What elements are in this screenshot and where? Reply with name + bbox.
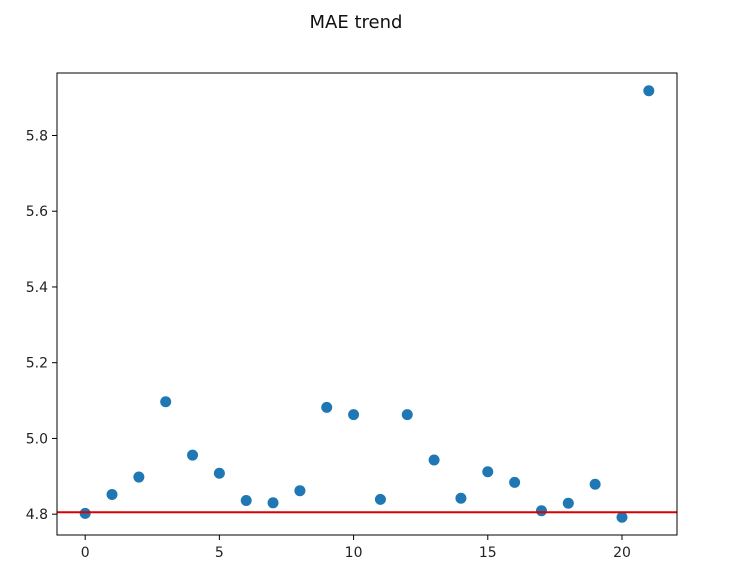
x-tick-label: 15 <box>479 545 497 561</box>
data-point <box>509 476 521 488</box>
data-point <box>374 493 386 505</box>
chart-title: MAE trend <box>310 12 403 33</box>
y-tick-label: 5.2 <box>26 356 48 372</box>
data-point <box>267 497 279 509</box>
y-tick-label: 5.4 <box>26 280 48 296</box>
data-point <box>616 511 628 523</box>
data-point <box>482 466 494 478</box>
x-tick-label: 10 <box>345 545 363 561</box>
data-point <box>455 492 467 504</box>
data-point <box>106 488 118 500</box>
data-point <box>643 85 655 97</box>
data-point <box>348 409 360 421</box>
y-tick-label: 4.8 <box>26 507 48 523</box>
data-point <box>294 485 306 497</box>
data-point <box>321 401 333 413</box>
y-tick-label: 5.0 <box>26 431 48 447</box>
data-point <box>133 471 145 483</box>
data-point <box>589 478 601 490</box>
data-point <box>535 505 547 517</box>
x-tick-label: 20 <box>613 545 631 561</box>
x-tick-label: 0 <box>81 545 90 561</box>
data-point <box>187 449 199 461</box>
data-point <box>160 396 172 408</box>
x-axis-ticks: 0 5 10 15 20 <box>81 535 631 561</box>
data-point <box>401 409 413 421</box>
data-points <box>79 85 655 523</box>
x-tick-label: 5 <box>215 545 224 561</box>
data-point <box>562 497 574 509</box>
data-point <box>240 495 252 507</box>
y-tick-label: 5.8 <box>26 128 48 144</box>
data-point <box>213 467 225 479</box>
data-point <box>79 507 91 519</box>
y-tick-label: 5.6 <box>26 204 48 220</box>
plot-frame <box>56 72 678 536</box>
data-point <box>428 454 440 466</box>
y-axis-ticks: 4.8 5.0 5.2 5.4 5.6 5.8 <box>26 128 57 523</box>
